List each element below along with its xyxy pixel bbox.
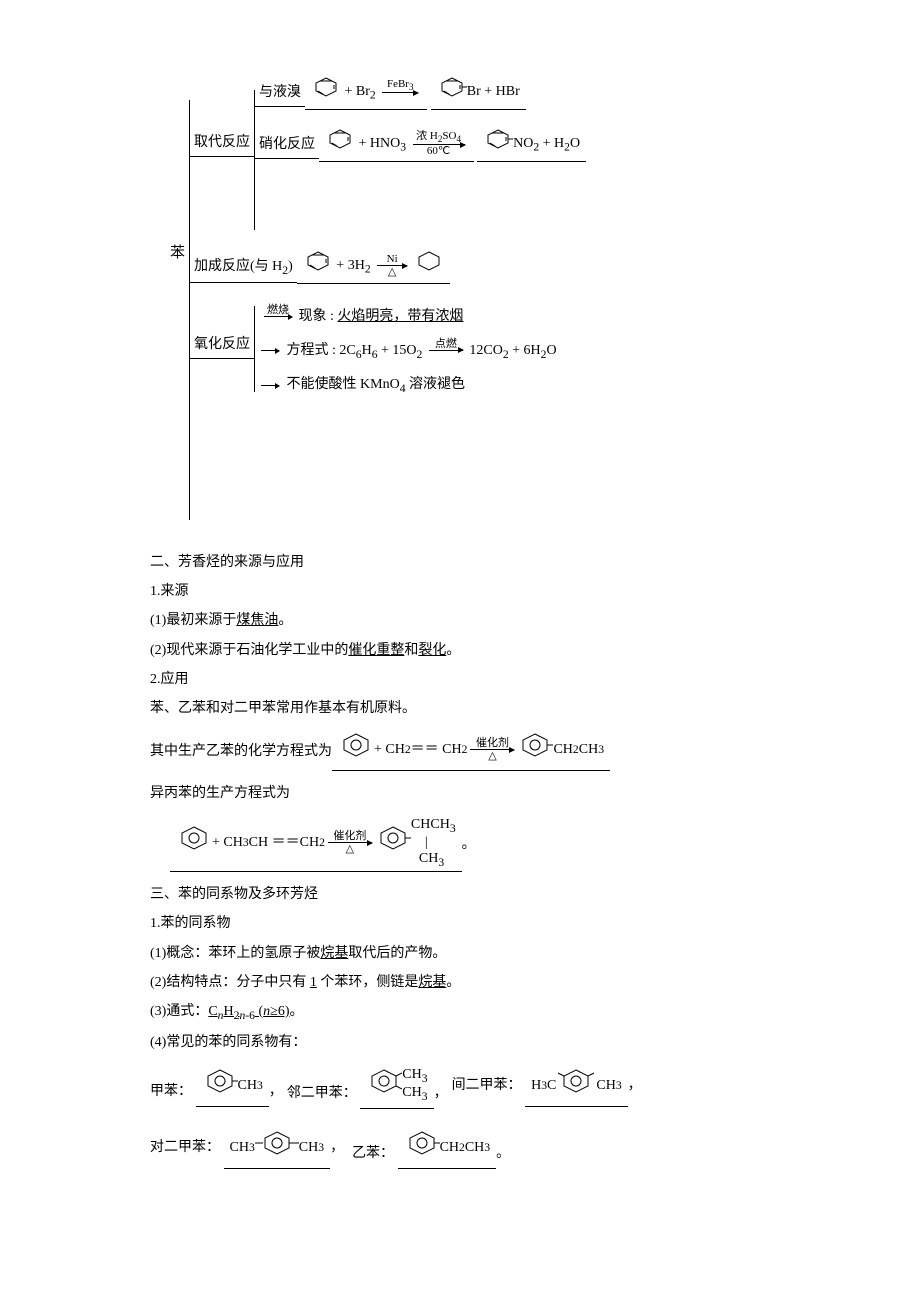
branch-oxidation: 氧化反应 (190, 332, 254, 359)
oxidation-kmno4: 不能使酸性 KMnO4 溶液褪色 (255, 370, 563, 401)
sec3-title: 三、苯的同系物及多环芳烃 (150, 882, 770, 907)
branch-addition: 加成反应(与 H2) (190, 254, 297, 283)
benzene-ring-icon (338, 731, 374, 768)
p-xylene-item: 对二甲苯： CH3 CH3 ， (150, 1129, 344, 1169)
eq-nitration-2: NO2 + H2O (477, 126, 586, 162)
sec3-p1d: (4)常见的苯的同系物有： (150, 1030, 770, 1055)
benzene-ring-icon (375, 824, 411, 861)
sec2-p1a: (1)最初来源于煤焦油。 (150, 608, 770, 633)
benzene-icon (325, 128, 355, 159)
benzene-ring-icon (202, 1067, 238, 1104)
homologues-row2: 对二甲苯： CH3 CH3 ， 乙苯： CH2CH3 。 (150, 1129, 770, 1169)
cyclohexane-icon (414, 250, 444, 281)
ethylbenzene-item: 乙苯： CH2CH3 。 (352, 1129, 510, 1169)
eq-bromine-2: Br + HBr (431, 74, 526, 110)
o-xylene-item: 邻二甲苯： CH3 CH3 ， (287, 1065, 448, 1109)
oxidation-combustion: 燃烧 现象 : 火焰明亮，带有浓烟 (255, 302, 563, 331)
sec3-p1a: (1)概念：苯环上的氢原子被烷基取代后的产物。 (150, 941, 770, 966)
sec2-eq2-pre: 异丙苯的生产方程式为 (150, 781, 770, 806)
homologues-row1: 甲苯： CH3 ， 邻二甲苯： CH3 CH3 ， 间二甲苯： H3C CH3 … (150, 1065, 770, 1109)
sec2-p1: 1.来源 (150, 579, 770, 604)
benzene-ring-icon (517, 731, 553, 768)
benzene-icon (437, 76, 467, 107)
eq-isopropylbenzene: + CH3CH ＝＝CH2 催化剂 △ CHCH3 | CH3 。 (150, 817, 770, 873)
benzene-ring-icon (366, 1065, 402, 1106)
benzene-ring-icon (404, 1129, 440, 1166)
benzene-icon (311, 76, 341, 107)
toluene-item: 甲苯： CH3 ， (150, 1067, 283, 1107)
sec3-p1b: (2)结构特点：分子中只有 1 个苯环，侧链是烷基。 (150, 970, 770, 995)
sec3-p1: 1.苯的同系物 (150, 911, 770, 936)
oxidation-eq: 方程式 : 2C6H6 + 15O2 点燃 12CO2 + 6H2O (255, 336, 563, 367)
benzene-icon (483, 128, 513, 159)
benzene-ring-icon (556, 1067, 596, 1104)
sec2-p2a: 苯、乙苯和对二甲苯常用作基本有机原料。 (150, 696, 770, 721)
eq-addition: + 3H2 Ni △ (297, 248, 450, 284)
benzene-ring-icon (176, 824, 212, 861)
tree-root-label: 苯 (170, 70, 189, 267)
branch-bromine: 与液溴 (255, 80, 305, 107)
benzene-icon (303, 250, 333, 281)
section-2: 二、芳香烃的来源与应用 1.来源 (1)最初来源于煤焦油。 (2)现代来源于石油… (150, 550, 770, 872)
sec2-p1b: (2)现代来源于石油化学工业中的催化重整和裂化。 (150, 638, 770, 663)
benzene-ring-icon (255, 1129, 299, 1166)
section-3: 三、苯的同系物及多环芳烃 1.苯的同系物 (1)概念：苯环上的氢原子被烷基取代后… (150, 882, 770, 1169)
eq-nitration-1: + HNO3 浓 H2SO4 60℃ (319, 126, 474, 162)
branch-substitution: 取代反应 (190, 130, 254, 157)
sec2-p2: 2.应用 (150, 667, 770, 692)
benzene-reaction-tree: 苯 取代反应 与液溴 + Br2 Fe (170, 70, 750, 520)
branch-nitration: 硝化反应 (255, 132, 319, 159)
m-xylene-item: 间二甲苯： H3C CH3 ， (452, 1067, 642, 1107)
eq-ethylbenzene: 其中生产乙苯的化学方程式为 + CH2 ＝＝ CH2 催化剂 △ CH2CH3 (150, 731, 770, 771)
eq-bromine-1: + Br2 FeBr3 (305, 74, 427, 110)
sec2-title: 二、芳香烃的来源与应用 (150, 550, 770, 575)
sec3-p1c: (3)通式：CnH2n-6 (n≥6)。 (150, 999, 770, 1026)
